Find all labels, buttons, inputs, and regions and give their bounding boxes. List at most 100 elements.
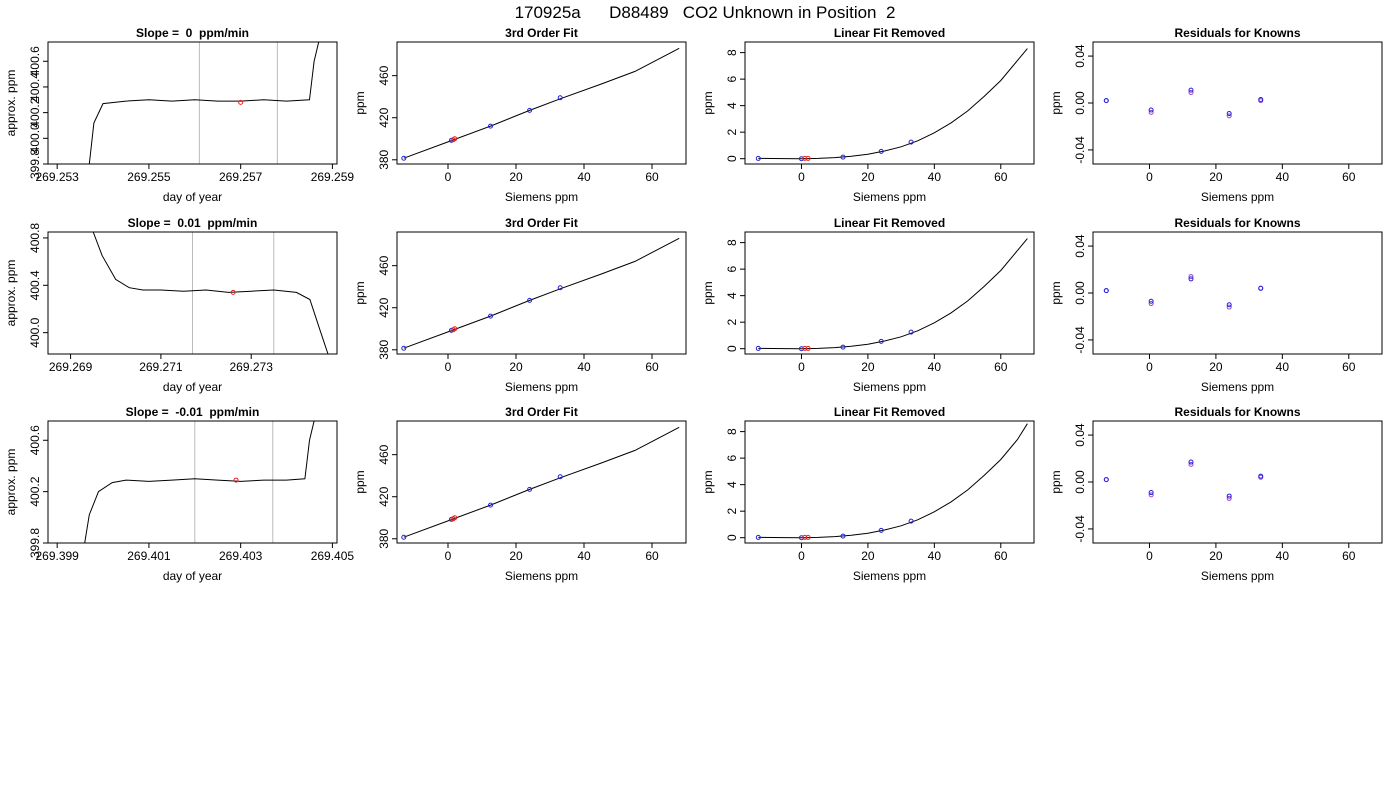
- panel-1-3: 0 20 40 60 0 2 4 6 8 Linear Fit Removed Siemens pp…: [701, 26, 1035, 204]
- y-tick-label: 400.4: [28, 72, 42, 102]
- y-axis-label: ppm: [701, 470, 715, 493]
- known-point: [557, 474, 563, 480]
- y-axis-label: ppm: [1049, 281, 1063, 304]
- y-tick-label: 0: [725, 345, 739, 352]
- x-tick-label: 269.399: [35, 549, 79, 563]
- panel-title: Linear Fit Removed: [834, 26, 945, 40]
- known-point: [840, 344, 846, 350]
- plot-frame: [1092, 41, 1383, 165]
- x-tick-label: 40: [577, 170, 591, 184]
- known-point: [878, 527, 884, 533]
- known-point: [401, 155, 407, 161]
- panel-3-3: 0 20 40 60 0 2 4 6 8 Linear Fit Removed Siemens pp…: [701, 405, 1035, 583]
- y-tick-label: 0.00: [1073, 281, 1087, 305]
- unknown-marker: [230, 289, 236, 295]
- x-axis-label: Siemens ppm: [505, 380, 578, 394]
- y-tick-label: 420: [377, 107, 391, 127]
- y-axis-label: approx. ppm: [4, 449, 18, 516]
- plot-frame: [744, 41, 1035, 165]
- known-point: [798, 535, 804, 541]
- fit-curve: [758, 238, 1028, 350]
- residual-point: [1226, 495, 1232, 501]
- known-point: [527, 486, 533, 492]
- x-tick-label: 60: [1342, 360, 1356, 374]
- y-tick-label: 400.2: [28, 476, 42, 506]
- y-axis-label: ppm: [353, 91, 367, 114]
- y-tick-label: 400.8: [28, 223, 42, 253]
- y-tick-label: 399.8: [28, 149, 42, 179]
- known-point: [798, 346, 804, 352]
- x-tick-label: 20: [861, 360, 875, 374]
- page-title: 170925a D88489 CO2 Unknown in Position 2: [515, 3, 896, 22]
- y-tick-label: 400.2: [28, 97, 42, 127]
- trace-line: [92, 232, 329, 354]
- panel-title: 3rd Order Fit: [505, 26, 578, 40]
- x-tick-label: 40: [577, 360, 591, 374]
- y-tick-label: 2: [725, 129, 739, 136]
- panel-title: 3rd Order Fit: [505, 216, 578, 230]
- x-axis-label: Siemens ppm: [505, 190, 578, 204]
- y-axis-label: ppm: [1049, 470, 1063, 493]
- known-point: [1258, 285, 1264, 291]
- known-point: [840, 154, 846, 160]
- known-point: [488, 313, 493, 319]
- known-point: [908, 329, 914, 335]
- known-point: [1148, 298, 1154, 304]
- unknown-point: [452, 326, 458, 332]
- x-tick-label: 269.257: [219, 170, 263, 184]
- x-tick-label: 40: [928, 549, 942, 563]
- y-tick-label: 0.00: [1073, 91, 1087, 115]
- known-point: [1103, 477, 1109, 483]
- x-tick-label: 0: [798, 360, 805, 374]
- y-tick-label: 6: [725, 454, 739, 461]
- known-point: [1258, 96, 1264, 102]
- fit-curve: [758, 48, 1028, 160]
- x-tick-label: 60: [645, 360, 659, 374]
- y-tick-label: 420: [377, 486, 391, 506]
- x-tick-label: 20: [1209, 170, 1223, 184]
- x-tick-label: 269.271: [139, 360, 183, 374]
- x-axis-label: day of year: [163, 190, 222, 204]
- y-tick-label: 2: [725, 508, 739, 515]
- x-axis-label: Siemens ppm: [505, 569, 578, 583]
- known-point: [798, 156, 804, 162]
- known-point: [401, 345, 407, 351]
- y-tick-label: 0.04: [1073, 234, 1087, 258]
- unknown-point: [452, 515, 458, 521]
- known-point: [401, 534, 407, 540]
- x-axis-label: day of year: [163, 380, 222, 394]
- known-point: [527, 107, 533, 113]
- y-tick-label: 399.8: [28, 528, 42, 558]
- y-axis-label: ppm: [701, 91, 715, 114]
- y-tick-label: 0: [725, 534, 739, 541]
- panel-title: Slope = -0.01 ppm/min: [126, 405, 260, 419]
- plot-frame: [47, 420, 338, 544]
- x-tick-label: 0: [445, 170, 452, 184]
- x-axis-label: Siemens ppm: [853, 569, 926, 583]
- y-tick-label: 4: [725, 481, 739, 488]
- y-tick-label: 460: [377, 444, 391, 464]
- y-axis-label: approx. ppm: [4, 70, 18, 137]
- residual-point: [1148, 301, 1154, 307]
- unknown-point: [802, 345, 808, 351]
- plot-frame: [744, 420, 1035, 544]
- panel-2-2: 0 20 40 60 380 420 460 3rd Order Fit Siemens ppm…: [353, 216, 687, 394]
- residual-point: [1188, 274, 1194, 280]
- y-axis-label: ppm: [353, 470, 367, 493]
- y-tick-label: -0.04: [1073, 326, 1087, 354]
- known-point: [755, 345, 761, 351]
- known-point: [488, 123, 493, 129]
- x-tick-label: 60: [994, 549, 1008, 563]
- known-point: [1148, 107, 1154, 113]
- x-tick-label: 269.253: [35, 170, 79, 184]
- x-tick-label: 40: [577, 549, 591, 563]
- unknown-point: [805, 534, 811, 540]
- known-point: [1103, 98, 1109, 104]
- x-tick-label: 0: [445, 360, 452, 374]
- plot-frame: [396, 420, 687, 544]
- x-tick-label: 20: [1209, 360, 1223, 374]
- panel-title: 3rd Order Fit: [505, 405, 578, 419]
- plot-frame: [1092, 231, 1383, 355]
